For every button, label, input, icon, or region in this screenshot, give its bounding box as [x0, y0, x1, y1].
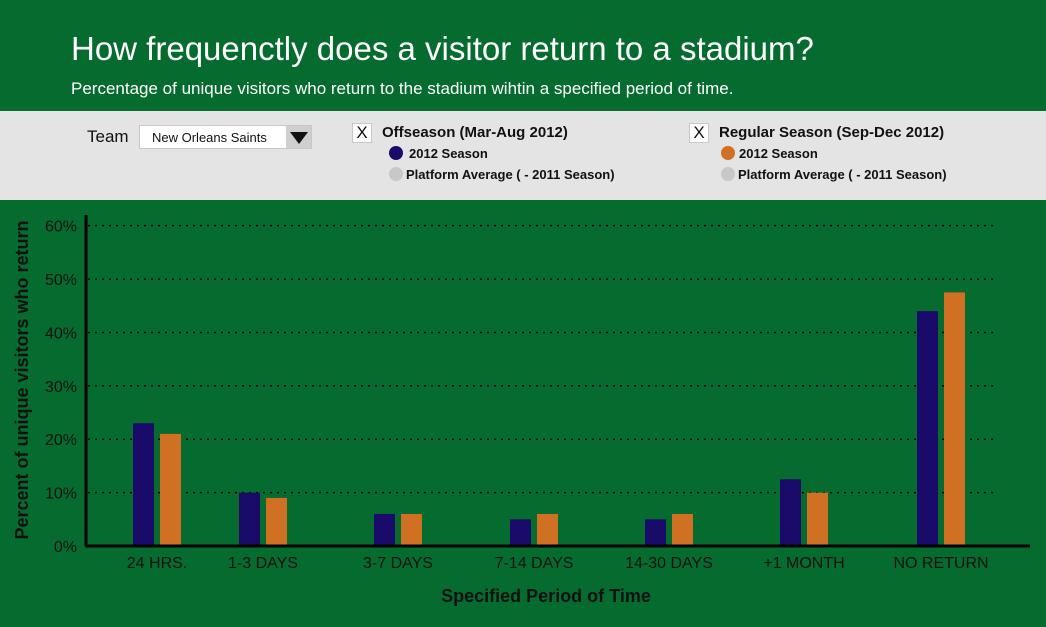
- offseason-avg-dot-icon: [389, 167, 403, 181]
- offseason-title: Offseason (Mar-Aug 2012): [382, 124, 568, 141]
- team-dropdown-value: New Orleans Saints: [152, 130, 267, 145]
- filter-bar: Team New Orleans Saints X Offseason (Mar…: [0, 111, 1046, 200]
- offseason-2012-bar: [645, 519, 666, 546]
- offseason-2012-bar: [133, 423, 154, 546]
- x-tick-label: 14-30 DAYS: [625, 555, 713, 572]
- x-tick-label: NO RETURN: [893, 555, 988, 572]
- offseason-2012-bar: [374, 513, 395, 546]
- y-axis-label: Percent of unique visitors who return: [12, 220, 32, 539]
- y-tick-label: 40%: [45, 325, 77, 342]
- y-axis-ticks: 0% 10% 20% 30% 40% 50% 60%: [45, 219, 77, 556]
- x-tick-label: 1-3 DAYS: [228, 555, 298, 572]
- regular-avg-label: Platform Average ( - 2011 Season): [738, 167, 947, 182]
- header: How frequenctly does a visitor return to…: [0, 0, 1046, 111]
- dropdown-arrow-icon[interactable]: [286, 126, 311, 148]
- regular-2012-bar: [401, 513, 422, 546]
- regular-checkbox[interactable]: X: [689, 123, 709, 143]
- offseason-checkbox[interactable]: X: [352, 123, 372, 143]
- regular-2012-bar: [266, 497, 287, 546]
- y-tick-label: 20%: [45, 432, 77, 449]
- offseason-2012-dot-icon: [389, 146, 403, 160]
- regular-2012-bar: [807, 492, 828, 546]
- regular-2012-label: 2012 Season: [739, 146, 818, 161]
- x-tick-label: 24 HRS.: [127, 555, 187, 572]
- y-tick-label: 10%: [45, 486, 77, 503]
- bars: [133, 292, 965, 546]
- x-axis-ticks: 24 HRS. 1-3 DAYS 3-7 DAYS 7-14 DAYS 14-30 DA…: [127, 555, 989, 572]
- regular-2012-dot-icon: [721, 146, 735, 160]
- y-tick-label: 30%: [45, 379, 77, 396]
- offseason-2012-bar: [510, 519, 531, 546]
- x-tick-label: +1 MONTH: [763, 555, 844, 572]
- offseason-2012-label: 2012 Season: [409, 146, 488, 161]
- x-tick-label: 3-7 DAYS: [363, 555, 433, 572]
- offseason-2012-bar: [917, 311, 938, 546]
- y-tick-label: 50%: [45, 272, 77, 289]
- bar-chart: 0% 10% 20% 30% 40% 50% 60% 24 HRS. 1-3 DAYS 3-7 …: [12, 215, 1030, 606]
- offseason-avg-label: Platform Average ( - 2011 Season): [406, 167, 615, 182]
- regular-avg-dot-icon: [721, 167, 735, 181]
- team-dropdown[interactable]: New Orleans Saints: [139, 125, 312, 149]
- y-tick-label: 0%: [54, 539, 77, 556]
- regular-2012-bar: [537, 513, 558, 546]
- x-tick-label: 7-14 DAYS: [495, 555, 574, 572]
- team-label: Team: [87, 127, 129, 146]
- gridlines: [88, 224, 995, 494]
- regular-title: Regular Season (Sep-Dec 2012): [719, 124, 945, 141]
- regular-2012-bar: [672, 513, 693, 546]
- offseason-2012-bar: [239, 492, 260, 546]
- offseason-2012-bar: [780, 479, 801, 546]
- regular-2012-bar: [160, 433, 181, 546]
- chart-title: How frequenctly does a visitor return to…: [71, 30, 814, 67]
- y-tick-label: 60%: [45, 219, 77, 236]
- regular-2012-bar: [944, 292, 965, 546]
- chart-subtitle: Percentage of unique visitors who return…: [71, 79, 734, 98]
- x-axis-label: Specified Period of Time: [441, 586, 651, 606]
